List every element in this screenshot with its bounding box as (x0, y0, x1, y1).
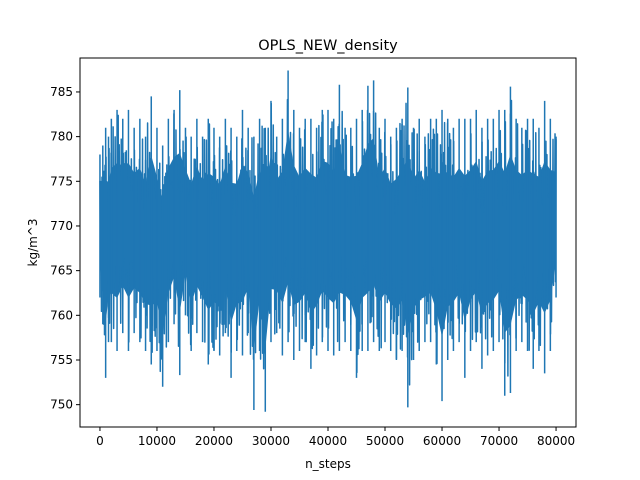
x-tick-label: 80000 (537, 434, 575, 448)
y-tick-label: 785 (50, 85, 73, 99)
x-axis: 0 10000 20000 30000 40000 50000 60000 70000 8000… (96, 427, 575, 448)
x-tick-label: 50000 (366, 434, 404, 448)
plot-series-group (99, 70, 557, 412)
x-tick-label: 40000 (309, 434, 347, 448)
y-tick-label: 770 (50, 219, 73, 233)
x-axis-title: n_steps (305, 457, 351, 471)
y-tick-label: 765 (50, 264, 73, 278)
x-tick-label: 60000 (423, 434, 461, 448)
x-tick-label: 70000 (480, 434, 518, 448)
y-tick-label: 750 (50, 398, 73, 412)
y-tick-label: 780 (50, 130, 73, 144)
y-tick-label: 775 (50, 174, 73, 188)
x-tick-label: 20000 (195, 434, 233, 448)
y-axis: 750 755 760 765 770 775 780 785 (50, 85, 80, 412)
y-tick-label: 760 (50, 308, 73, 322)
x-tick-label: 10000 (138, 434, 176, 448)
x-tick-label: 30000 (252, 434, 290, 448)
y-axis-title: kg/m^3 (26, 219, 40, 267)
chart-title: OPLS_NEW_density (258, 38, 398, 54)
x-tick-label: 0 (96, 434, 104, 448)
y-tick-label: 755 (50, 353, 73, 367)
